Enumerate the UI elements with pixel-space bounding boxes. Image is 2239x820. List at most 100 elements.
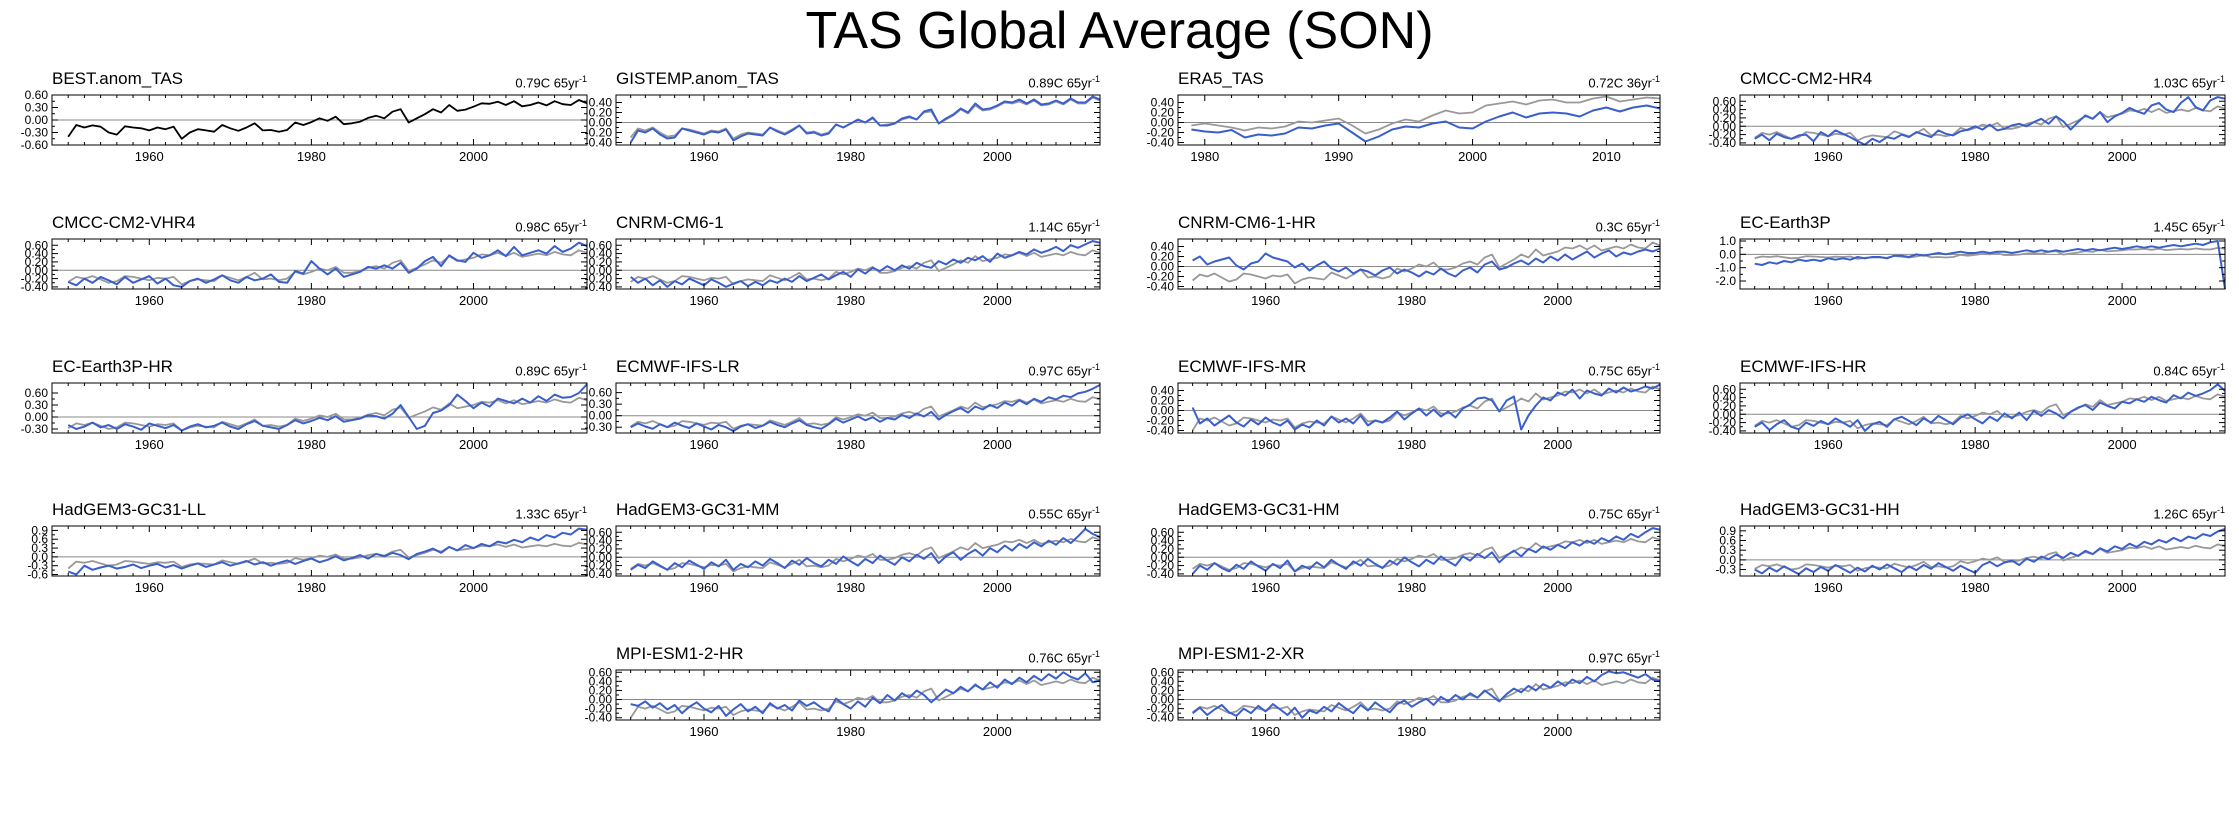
series-line-model [1191, 527, 1661, 575]
y-tick-label: 0.40 [1151, 384, 1175, 398]
trend-value: 0.55C 65yr [1028, 506, 1092, 522]
y-tick-label: -0.30 [21, 126, 49, 140]
x-tick-label: 1960 [1814, 293, 1843, 308]
y-tick-label: 0.20 [1713, 111, 1737, 125]
y-tick-label: 1.0 [1719, 234, 1736, 248]
y-tick-label: 0.9 [31, 523, 48, 537]
chart-panel: 1980 1990 2000 2010 -0.40 -0.20 0.00 0.20 0.40 ER… [1130, 69, 1661, 169]
y-tick-label: 0.40 [1151, 240, 1175, 254]
chart-panel: 1960 1980 2000 -0.40 -0.20 0.00 0.20 0.40 0.60 Ha… [1130, 500, 1661, 600]
y-tick-label: 0.40 [589, 247, 613, 261]
plot-frame [615, 382, 1101, 434]
x-tick-label: 2010 [1592, 149, 1621, 164]
chart-panel: 1960 1980 2000 -0.40 -0.20 0.00 0.20 0.40 CNRM-C… [1130, 213, 1661, 313]
y-tick-label: -0.40 [1147, 280, 1175, 294]
series-line-model [630, 240, 1101, 288]
trend-unit: -1 [1651, 505, 1660, 515]
y-tick-label: -0.60 [21, 138, 49, 152]
y-tick-label: -0.3 [1715, 563, 1736, 577]
series-line-model [630, 384, 1101, 433]
y-tick-label: 0.40 [1713, 391, 1737, 405]
panel-trend: 0.79C 65yr-1 [515, 69, 587, 93]
panel-plot: 1960 1980 2000 -0.300.000.300.60 [21, 382, 588, 452]
chart-panel: 1960 1980 2000 -0.30 0.00 0.30 0.60 ECMWF-IFS-L… [568, 357, 1101, 457]
x-tick-label: 1960 [135, 580, 164, 595]
panel-title: HadGEM3-GC31-LL [52, 500, 207, 519]
x-tick-label: 1980 [1397, 724, 1426, 739]
x-tick-label: 1960 [690, 437, 719, 452]
x-tick-label: 2000 [2108, 580, 2137, 595]
y-tick-label: 0.00 [25, 113, 49, 127]
panel-trend: 0.3C 65yr-1 [1596, 213, 1660, 237]
y-tick-label: -0.40 [585, 711, 613, 725]
y-tick-label: 0.40 [1151, 96, 1175, 110]
y-tick-label: 0.20 [25, 255, 49, 269]
y-tick-label: 0.40 [589, 534, 613, 548]
x-tick-label: 1980 [1961, 293, 1990, 308]
series-line-model [630, 527, 1101, 571]
x-tick-label: 1960 [1251, 293, 1280, 308]
plot-frame [1177, 382, 1661, 434]
panel-plot: 1980 1990 2000 2010 -0.40-0.200.000.200.40 [1147, 94, 1661, 164]
y-tick-label: -0.40 [21, 280, 49, 294]
series-line-model [1192, 247, 1661, 278]
y-tick-label: -0.40 [1147, 136, 1175, 150]
trend-unit: -1 [578, 505, 587, 515]
trend-value: 0.75C 65yr [1588, 506, 1652, 522]
plot-frame [1177, 525, 1661, 577]
panel-title: CNRM-CM6-1 [616, 213, 724, 232]
x-tick-label: 1980 [1397, 580, 1426, 595]
series-line-model [1191, 383, 1661, 431]
y-tick-label: 0.60 [25, 88, 49, 102]
y-tick-label: -0.20 [1147, 270, 1175, 284]
trend-value: 0.76C 65yr [1028, 650, 1092, 666]
y-tick-label: 0.60 [589, 386, 613, 400]
panel-plot: 1960 1980 2000 -0.40-0.200.000.200.400.60 [1147, 665, 1661, 739]
x-tick-label: 2000 [1543, 437, 1572, 452]
chart-panel: 1960 1980 2000 -0.30 0.00 0.30 0.60 EC-Earth3P-… [4, 357, 588, 457]
y-tick-label: -0.20 [585, 559, 613, 573]
y-tick-label: 0.3 [1719, 543, 1736, 557]
y-tick-label: 0.6 [1719, 534, 1736, 548]
x-tick-label: 1980 [1961, 437, 1990, 452]
y-tick-label: 0.9 [1719, 524, 1736, 538]
y-tick-label: 0.00 [1713, 119, 1737, 133]
panel-title: ECMWF-IFS-MR [1178, 357, 1307, 376]
series-line-model [629, 95, 1101, 144]
trend-value: 0.98C 65yr [515, 219, 579, 235]
series-line-reference [1754, 393, 2226, 430]
series-line-reference [67, 541, 588, 570]
series-line-model [1754, 527, 2226, 576]
x-tick-label: 1960 [135, 149, 164, 164]
panel-plot: 1960 1980 2000 -0.6-0.30.00.30.60.9 [27, 523, 588, 595]
x-tick-label: 1980 [297, 437, 326, 452]
panel-trend: 0.89C 65yr-1 [1028, 69, 1100, 93]
y-tick-label: 0.3 [31, 541, 48, 555]
x-tick-label: 1980 [1961, 149, 1990, 164]
x-tick-label: 2000 [983, 580, 1012, 595]
x-tick-label: 2000 [459, 437, 488, 452]
plot-frame [1739, 94, 2226, 146]
trend-unit: -1 [1651, 218, 1660, 228]
y-tick-label: -0.40 [1147, 424, 1175, 438]
x-tick-label: 2000 [459, 293, 488, 308]
x-tick-label: 2000 [983, 724, 1012, 739]
panel-plot: 1960 1980 2000 -0.40-0.200.000.200.400.60 [1709, 382, 2226, 452]
y-tick-label: 0.40 [25, 247, 49, 261]
x-tick-label: 1960 [135, 293, 164, 308]
series-line-model [67, 527, 588, 576]
trend-unit: -1 [1091, 362, 1100, 372]
y-tick-label: -0.30 [21, 422, 49, 436]
series-line-model [1191, 670, 1661, 719]
y-tick-label: 0.00 [589, 693, 613, 707]
trend-value: 0.79C 65yr [515, 75, 579, 91]
y-tick-label: 0.20 [589, 106, 613, 120]
panel-title: HadGEM3-GC31-HM [1178, 500, 1340, 519]
plot-frame [1739, 382, 2226, 434]
panel-title: GISTEMP.anom_TAS [616, 69, 779, 88]
y-tick-label: -0.20 [1709, 416, 1737, 430]
trend-unit: -1 [1091, 218, 1100, 228]
series-line-model [630, 671, 1101, 717]
y-tick-label: 0.20 [1151, 542, 1175, 556]
x-tick-label: 1960 [690, 293, 719, 308]
